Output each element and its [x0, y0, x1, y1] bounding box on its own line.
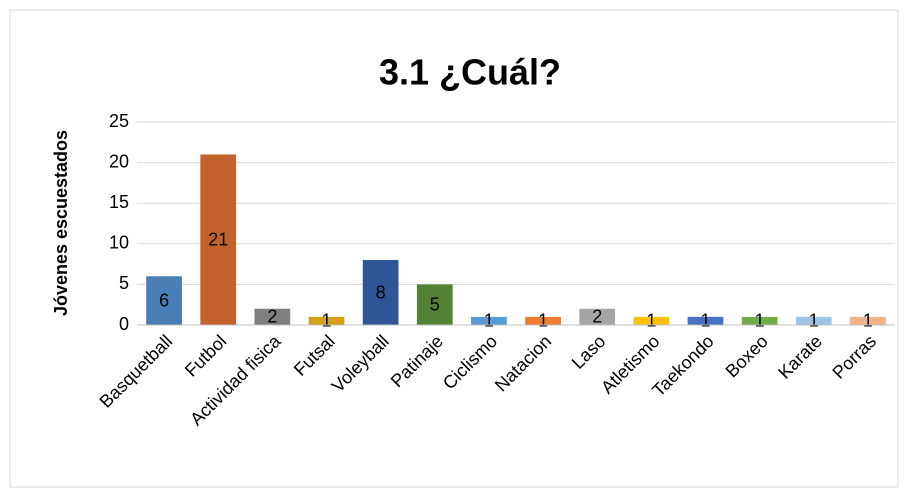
data-label: 1 [538, 311, 548, 331]
chart-border [9, 9, 899, 488]
y-tick-label: 10 [109, 233, 129, 253]
data-label: 5 [430, 294, 440, 314]
bar [308, 316, 345, 325]
data-label: 1 [809, 311, 819, 331]
y-tick-label: 20 [109, 151, 129, 171]
data-label: 1 [700, 311, 710, 331]
chart-title: 3.1 ¿Cuál? [379, 52, 561, 93]
data-label: 2 [592, 307, 602, 327]
bar [146, 276, 182, 325]
bar [795, 316, 832, 325]
bar [362, 260, 399, 325]
bar [525, 316, 561, 325]
data-label: 1 [321, 311, 331, 331]
y-tick-label: 15 [109, 192, 129, 212]
bar [850, 316, 886, 325]
bar [471, 316, 507, 325]
bar [200, 154, 237, 325]
data-label: 8 [376, 282, 386, 302]
data-label: 1 [646, 311, 656, 331]
data-label: 2 [267, 307, 277, 327]
bar [633, 316, 670, 325]
data-label: 6 [159, 290, 169, 310]
bar [687, 316, 724, 325]
data-label: 1 [755, 311, 765, 331]
bar [741, 316, 778, 325]
data-label: 1 [863, 311, 873, 331]
bar [254, 308, 291, 325]
data-label: 21 [208, 229, 228, 249]
bar [416, 284, 453, 325]
data-label: 1 [484, 311, 494, 331]
bar [579, 308, 616, 325]
y-tick-label: 0 [119, 314, 129, 334]
y-tick-label: 25 [109, 111, 129, 131]
y-tick-label: 5 [119, 273, 129, 293]
y-axis-label: Jóvenes escuestados [51, 130, 71, 316]
